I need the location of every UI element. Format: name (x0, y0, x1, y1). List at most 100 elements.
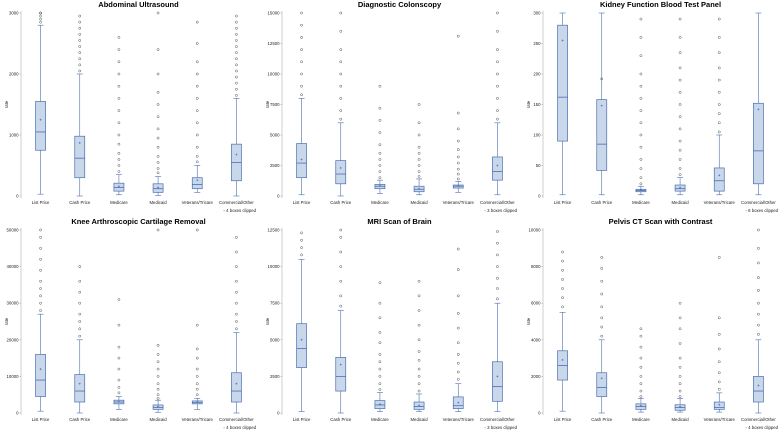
outlier-point (156, 48, 160, 51)
outlier-point (78, 26, 82, 30)
y-tick-label: 20000 (7, 337, 20, 342)
outlier-point (235, 26, 238, 30)
outlier-point (600, 279, 604, 283)
y-tick-label: 3000 (9, 11, 19, 16)
outlier-point (117, 164, 121, 167)
outlier-point (378, 341, 382, 345)
box-group (152, 228, 164, 413)
box-group (191, 20, 203, 193)
outlier-point (156, 136, 160, 140)
iqr-box (296, 323, 307, 368)
category-label: Medicaid (149, 417, 167, 422)
y-tick-label: 10000 (268, 264, 281, 269)
chart-panel: Pelvis CT Scan with Contrast rate 0 2000 400… (523, 217, 784, 434)
outlier-point (378, 301, 382, 305)
outlier-point (678, 327, 682, 331)
box-group (374, 281, 386, 412)
box-group (296, 231, 307, 412)
outlier-point (456, 34, 460, 38)
outlier-point (39, 17, 42, 21)
outlier-point (117, 142, 121, 146)
outlier-point (717, 387, 721, 391)
outlier-point (39, 228, 42, 232)
boxplot-svg: MRI Scan of Brain rate 0 2500 5000 7500 10000 1… (265, 217, 518, 430)
box-group (557, 250, 568, 412)
category-label: List Price (554, 200, 572, 205)
outlier-point (561, 287, 564, 290)
outlier-point (456, 353, 460, 356)
outlier-point (235, 81, 238, 85)
outlier-point (757, 312, 760, 316)
outlier-point (417, 323, 421, 327)
outlier-point (678, 389, 682, 393)
outlier-point (496, 60, 499, 64)
outlier-point (456, 155, 460, 159)
outlier-point (235, 20, 238, 24)
outlier-point (235, 279, 238, 283)
box-group (753, 228, 764, 414)
outlier-point (339, 109, 343, 112)
outlier-point (235, 51, 238, 54)
category-label: Medicaid (671, 200, 689, 205)
outlier-point (156, 367, 160, 371)
y-axis-label: rate (265, 100, 270, 108)
outlier-point (195, 393, 199, 397)
outlier-point (235, 250, 238, 254)
category-label: Commercial/Other (480, 417, 515, 422)
category-label: Cash Price (330, 200, 352, 205)
outlier-point (378, 106, 382, 110)
outlier-point (117, 345, 121, 349)
outlier-point (456, 167, 460, 171)
iqr-box (596, 99, 608, 171)
outlier-point (678, 382, 682, 386)
chart-title: Pelvis CT Scan with Contrast (609, 217, 713, 226)
box-group (113, 298, 125, 410)
outlier-point (561, 305, 564, 309)
outlier-point (639, 389, 643, 393)
outlier-point (378, 119, 382, 122)
outlier-point (156, 375, 160, 378)
outlier-point (678, 167, 682, 170)
chart-panel: Diagnostic Colonscopy rate 0 2500 5000 7500 10… (262, 0, 523, 217)
outlier-point (378, 164, 382, 167)
outlier-point (639, 84, 643, 88)
outlier-point (456, 378, 460, 381)
chart-title: MRI Scan of Brain (367, 217, 432, 226)
outlier-point (339, 84, 343, 88)
outlier-point (78, 69, 82, 73)
outlier-point (300, 238, 303, 242)
outlier-point (417, 367, 421, 371)
outlier-point (678, 148, 682, 152)
box-group (74, 265, 86, 414)
outlier-point (156, 103, 160, 106)
iqr-box (231, 372, 242, 403)
y-tick-label: 7500 (270, 301, 280, 306)
outlier-point (78, 45, 82, 48)
outlier-point (39, 14, 42, 18)
outlier-point (339, 294, 343, 298)
outlier-point (378, 131, 382, 134)
chart-title: Knee Arthroscopic Cartilage Removal (71, 217, 205, 226)
outlier-point (339, 60, 343, 64)
outlier-point (156, 343, 160, 347)
box-group (452, 34, 464, 193)
outlier-point (339, 304, 343, 308)
outlier-point (678, 127, 682, 131)
outlier-point (678, 356, 682, 360)
outlier-point (235, 327, 238, 331)
outlier-point (417, 170, 421, 173)
box-group (674, 301, 686, 413)
outlier-point (496, 48, 499, 51)
box-group (492, 11, 503, 196)
outlier-point (156, 382, 160, 386)
outlier-point (195, 20, 199, 24)
outlier-point (195, 387, 199, 391)
outlier-point (678, 316, 682, 320)
outlier-point (639, 145, 643, 149)
outlier-point (600, 267, 604, 270)
outlier-point (757, 289, 760, 292)
outlier-point (195, 42, 199, 45)
outlier-point (678, 66, 682, 70)
outlier-point (78, 320, 82, 323)
